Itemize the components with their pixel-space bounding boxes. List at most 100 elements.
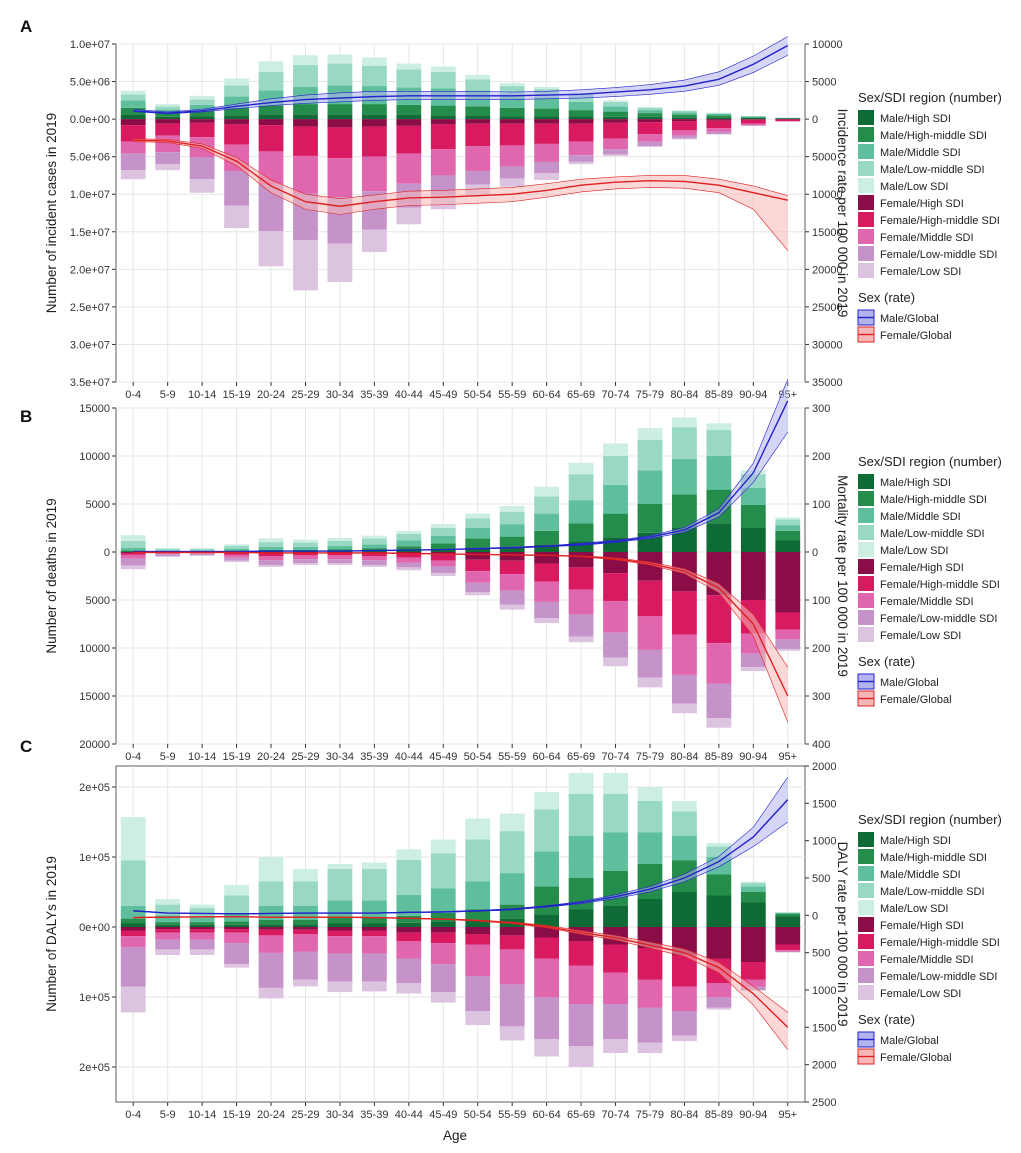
bar-female-segment xyxy=(500,927,525,935)
bar-female-segment xyxy=(293,119,318,127)
bar-female-segment xyxy=(603,633,628,658)
bar-female-segment xyxy=(224,964,249,968)
legend-item-label: Female/Low-middle SDI xyxy=(880,249,997,261)
bar-male-segment xyxy=(603,794,628,833)
legend-swatch xyxy=(858,212,874,227)
bar-male-segment xyxy=(465,79,490,90)
bar-female-segment xyxy=(706,997,731,1008)
x-tick-label: 80-84 xyxy=(670,389,698,401)
bar-female-segment xyxy=(328,563,353,565)
bar-female-segment xyxy=(328,555,353,559)
bar-female-segment xyxy=(224,558,249,561)
legend-item-label: Male/High-middle SDI xyxy=(880,494,987,506)
bar-male-segment xyxy=(569,773,594,794)
bar-male-segment xyxy=(431,921,456,927)
bar-female-segment xyxy=(190,940,215,950)
bar-male-segment xyxy=(431,524,456,528)
bar-male-segment xyxy=(259,542,284,547)
bar-female-segment xyxy=(121,555,146,559)
bar-female-segment xyxy=(569,1004,594,1046)
legend-swatch xyxy=(858,576,874,591)
bar-male-segment xyxy=(706,430,731,456)
bar-male-segment xyxy=(638,113,663,117)
bar-male-segment xyxy=(534,87,559,89)
legend-swatch xyxy=(858,491,874,506)
x-tick-label: 10-14 xyxy=(188,389,216,401)
bar-male-segment xyxy=(155,549,180,550)
bar-male-segment xyxy=(569,474,594,500)
bar-female-segment xyxy=(362,119,387,127)
bar-female-segment xyxy=(293,127,318,156)
y-tick-label: 5000 xyxy=(86,499,110,511)
bar-male-segment xyxy=(638,899,663,927)
bar-female-segment xyxy=(121,936,146,947)
x-tick-label: 95+ xyxy=(778,751,797,763)
bar-female-segment xyxy=(500,574,525,590)
bar-male-segment xyxy=(362,918,387,924)
bar-female-segment xyxy=(259,556,284,560)
x-tick-label: 50-54 xyxy=(464,1109,492,1121)
bar-male-segment xyxy=(362,869,387,901)
bar-female-segment xyxy=(500,935,525,949)
y2-tick-label: 2500 xyxy=(812,1097,836,1109)
bar-female-segment xyxy=(155,556,180,557)
bar-male-segment xyxy=(465,539,490,548)
bar-male-segment xyxy=(706,523,731,552)
bar-female-segment xyxy=(569,636,594,642)
bar-male-segment xyxy=(155,899,180,905)
legend-item-label: Female/High SDI xyxy=(880,562,964,574)
bar-male-segment xyxy=(293,540,318,543)
legend-swatch xyxy=(858,178,874,193)
bar-female-segment xyxy=(396,126,421,154)
bar-male-segment xyxy=(431,115,456,119)
legend-swatch xyxy=(858,900,874,915)
bar-male-segment xyxy=(362,924,387,928)
bar-male-segment xyxy=(500,512,525,524)
bar-female-segment xyxy=(190,554,215,555)
bar-female-segment xyxy=(534,119,559,124)
bar-male-segment xyxy=(259,61,284,72)
legend-swatch xyxy=(858,627,874,642)
bar-male-segment xyxy=(293,920,318,924)
legend-item-label: Female/Middle SDI xyxy=(880,232,974,244)
bar-female-segment xyxy=(362,982,387,992)
legend-item-label: Female/Low SDI xyxy=(880,266,961,278)
bar-male-segment xyxy=(638,833,663,865)
bar-female-segment xyxy=(603,552,628,573)
bar-male-segment xyxy=(121,906,146,919)
y2-tick-label: 2000 xyxy=(812,761,836,773)
y-tick-label: 15000 xyxy=(79,403,110,415)
bar-male-segment xyxy=(603,773,628,794)
x-tick-label: 40-44 xyxy=(395,751,423,763)
bar-male-segment xyxy=(155,925,180,927)
y2-tick-label: 30000 xyxy=(812,339,843,351)
bar-female-segment xyxy=(775,649,800,651)
y2-tick-label: 1000 xyxy=(812,836,836,848)
bar-female-segment xyxy=(362,556,387,560)
bar-female-segment xyxy=(603,973,628,1005)
bar-male-segment xyxy=(121,817,146,860)
bar-female-segment xyxy=(328,158,353,197)
bar-female-segment xyxy=(431,119,456,124)
bar-female-segment xyxy=(155,119,180,124)
legend-item-label: Male/Low-middle SDI xyxy=(880,528,985,540)
bar-female-segment xyxy=(293,927,318,930)
bar-male-segment xyxy=(328,924,353,928)
y2-tick-label: 300 xyxy=(812,691,830,703)
bar-female-segment xyxy=(465,119,490,124)
bar-male-segment xyxy=(500,905,525,919)
bar-female-segment xyxy=(190,123,215,137)
bar-female-segment xyxy=(706,718,731,728)
x-tick-label: 75-79 xyxy=(636,751,664,763)
bar-female-segment xyxy=(741,120,766,124)
bar-female-segment xyxy=(775,639,800,649)
bar-female-segment xyxy=(431,992,456,1003)
y-tick-label: 2e+05 xyxy=(79,782,110,794)
bar-male-segment xyxy=(121,94,146,100)
bar-female-segment xyxy=(638,142,663,147)
y-tick-label: 5.0e+06 xyxy=(70,77,110,89)
bar-female-segment xyxy=(603,601,628,633)
bar-female-segment xyxy=(465,560,490,572)
legend-rate-title: Sex (rate) xyxy=(858,1012,915,1027)
y-tick-label: 10000 xyxy=(79,643,110,655)
